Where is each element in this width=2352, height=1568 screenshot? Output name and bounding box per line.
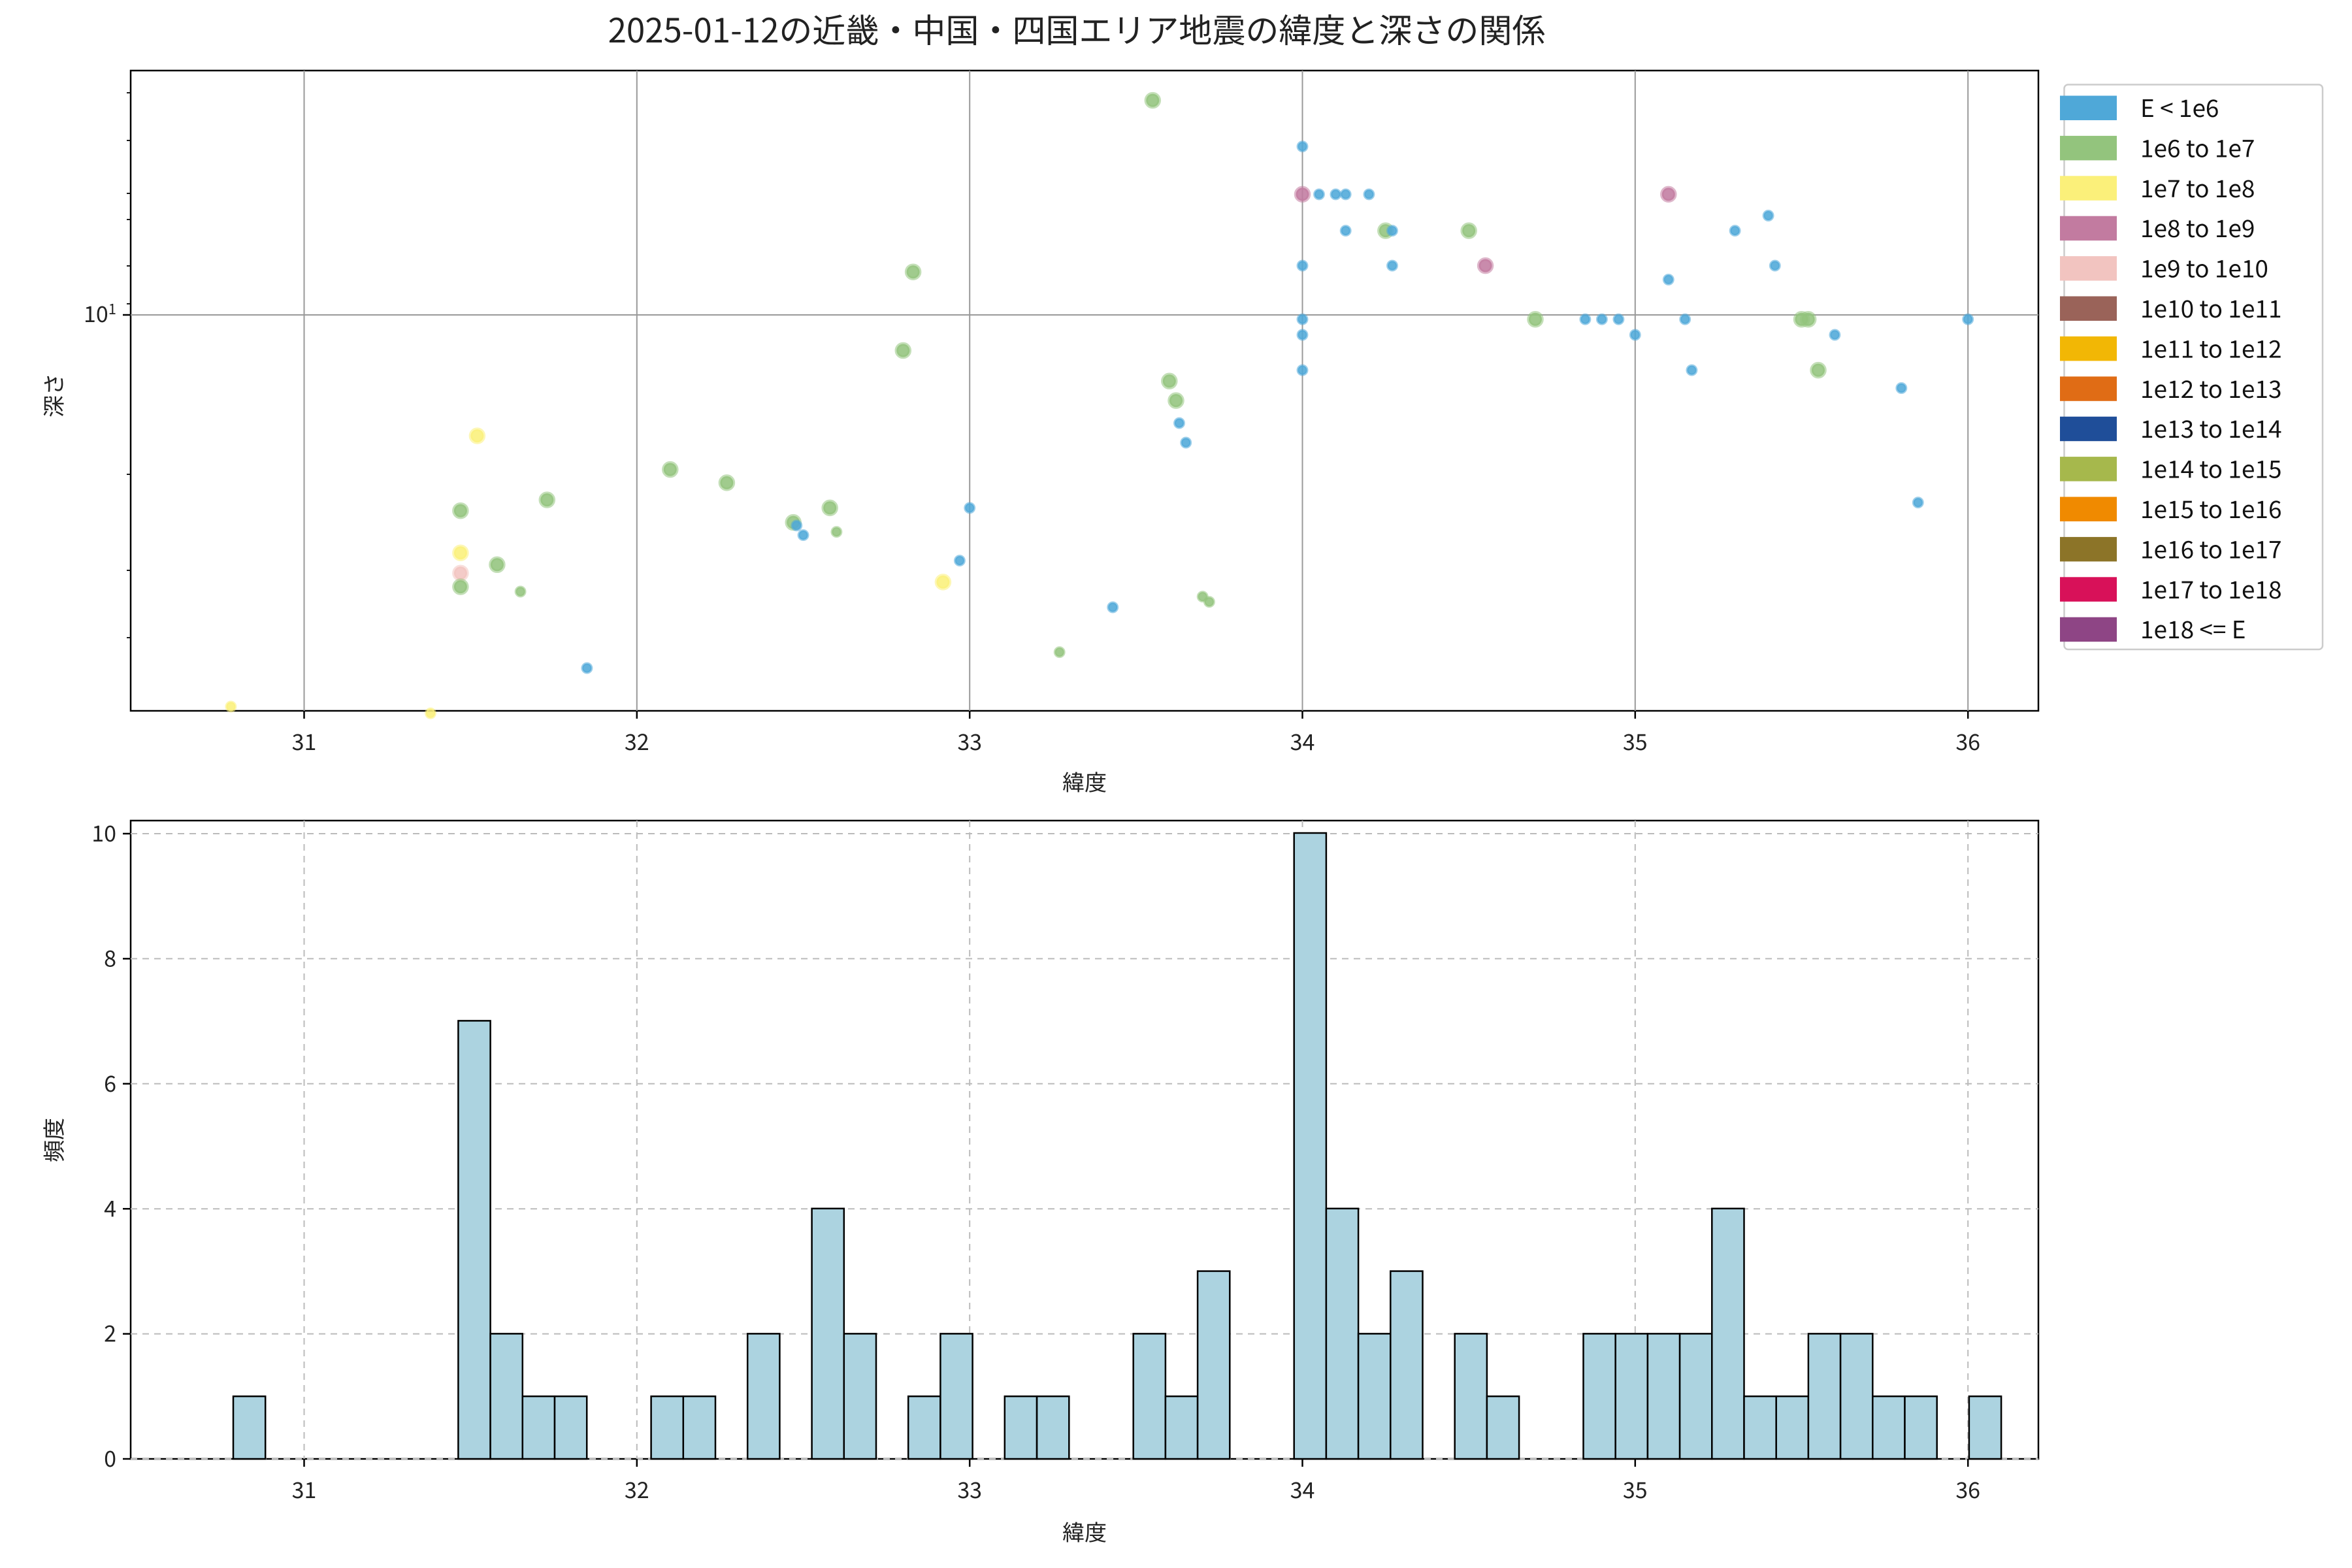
svg-text:31: 31 [292, 725, 317, 757]
svg-text:32: 32 [625, 1473, 649, 1505]
svg-text:1e8 to 1e9: 1e8 to 1e9 [2140, 209, 2255, 244]
svg-text:36: 36 [1955, 725, 1980, 757]
svg-text:33: 33 [957, 725, 982, 757]
svg-text:32: 32 [625, 725, 649, 757]
svg-text:1e17 to 1e18: 1e17 to 1e18 [2140, 570, 2282, 606]
svg-text:緯度: 緯度 [1062, 765, 1107, 797]
svg-text:1e15 to 1e16: 1e15 to 1e16 [2140, 490, 2282, 525]
svg-text:1e14 to 1e15: 1e14 to 1e15 [2140, 450, 2282, 485]
svg-text:35: 35 [1623, 1473, 1648, 1505]
svg-text:1e13 to 1e14: 1e13 to 1e14 [2140, 410, 2282, 445]
svg-text:6: 6 [104, 1066, 116, 1098]
svg-text:34: 34 [1290, 725, 1315, 757]
svg-text:33: 33 [957, 1473, 982, 1505]
svg-text:4: 4 [104, 1191, 116, 1223]
svg-text:34: 34 [1290, 1473, 1315, 1505]
svg-text:0: 0 [104, 1441, 116, 1473]
svg-text:E < 1e6: E < 1e6 [2140, 89, 2219, 124]
svg-text:2: 2 [104, 1316, 116, 1348]
svg-text:頻度: 頻度 [37, 1118, 69, 1162]
svg-text:1e16 to 1e17: 1e16 to 1e17 [2140, 530, 2282, 565]
svg-text:36: 36 [1955, 1473, 1980, 1505]
svg-text:31: 31 [292, 1473, 317, 1505]
svg-text:1e9 to 1e10: 1e9 to 1e10 [2140, 250, 2268, 285]
svg-text:1e11 to 1e12: 1e11 to 1e12 [2140, 329, 2282, 365]
svg-text:1e7 to 1e8: 1e7 to 1e8 [2140, 169, 2255, 204]
svg-text:8: 8 [104, 941, 116, 973]
svg-text:緯度: 緯度 [1062, 1515, 1107, 1547]
svg-text:1e6 to 1e7: 1e6 to 1e7 [2140, 129, 2255, 164]
svg-text:2025-01-12の近畿・中国・四国エリア地震の緯度と深さ: 2025-01-12の近畿・中国・四国エリア地震の緯度と深さの関係 [608, 4, 1546, 52]
svg-text:1e12 to 1e13: 1e12 to 1e13 [2140, 370, 2282, 405]
svg-text:1e18 <= E: 1e18 <= E [2140, 610, 2246, 645]
svg-text:深さ: 深さ [37, 373, 69, 417]
svg-text:10: 10 [91, 816, 116, 848]
svg-text:1e10 to 1e11: 1e10 to 1e11 [2140, 289, 2282, 325]
svg-text:35: 35 [1623, 725, 1648, 757]
